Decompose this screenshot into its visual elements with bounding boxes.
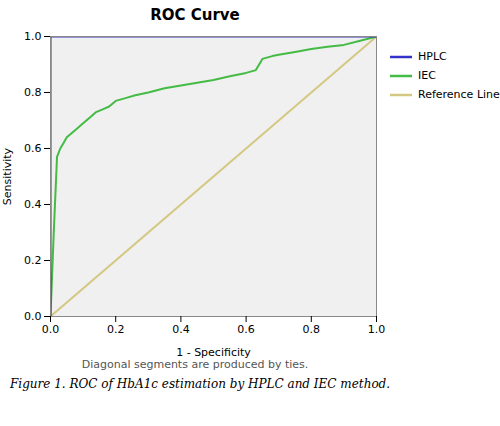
svg-text:0.8: 0.8 <box>24 86 42 99</box>
html-text:ROC Curve: ROC Curve <box>150 6 240 24</box>
svg-text:Sensitivity: Sensitivity <box>1 147 14 205</box>
svg-text:0.8: 0.8 <box>303 323 321 336</box>
svg-text:0.2: 0.2 <box>107 323 125 336</box>
svg-text:0.0: 0.0 <box>42 323 60 336</box>
svg-text:0.4: 0.4 <box>172 323 190 336</box>
svg-text:0.6: 0.6 <box>24 142 42 155</box>
html-text:HPLC: HPLC <box>418 50 447 63</box>
html-text:Figure 1. ROC of HbA1c estimat: Figure 1. ROC of HbA1c estimation by HPL… <box>10 377 391 391</box>
svg-text:1 - Specificity: 1 - Specificity <box>176 346 251 359</box>
html-text:IEC: IEC <box>418 69 436 82</box>
html-text:Reference Line: Reference Line <box>418 88 500 101</box>
svg-text:0.4: 0.4 <box>24 198 42 211</box>
svg-text:0.2: 0.2 <box>24 254 42 267</box>
svg-text:1.0: 1.0 <box>24 30 42 43</box>
html-text:Diagonal segments are produced: Diagonal segments are produced by ties. <box>81 358 309 371</box>
svg-text:1.0: 1.0 <box>368 323 386 336</box>
svg-text:0.6: 0.6 <box>237 323 255 336</box>
svg-text:0.0: 0.0 <box>24 310 42 323</box>
